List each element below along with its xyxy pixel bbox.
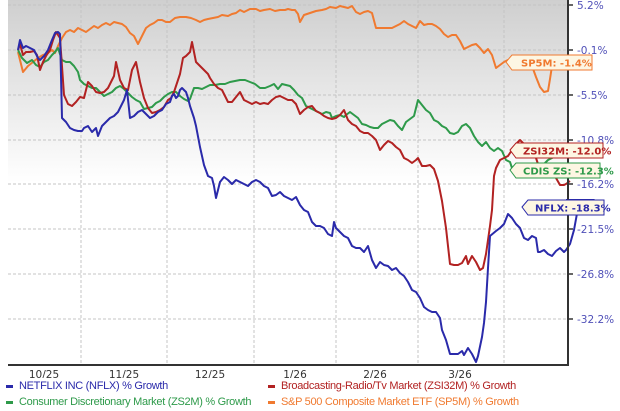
legend: NETFLIX INC (NFLX) % Growth Broadcasting… bbox=[6, 378, 616, 410]
x-tick-label: 2/26 bbox=[363, 369, 387, 378]
flag-zsi32m: ZSI32M: -12.0% bbox=[509, 142, 611, 159]
x-tick-label: 10/25 bbox=[29, 369, 59, 378]
legend-swatch-sp5m bbox=[268, 400, 275, 404]
vertical-gridlines bbox=[80, 0, 505, 365]
y-tick-label: -26.8% bbox=[577, 269, 614, 281]
legend-item-cdis: Consumer Discretionary Market (ZS2M) % G… bbox=[6, 396, 268, 408]
y-tick-label: -5.5% bbox=[577, 90, 607, 102]
legend-label-cdis: Consumer Discretionary Market (ZS2M) % G… bbox=[19, 396, 252, 408]
series-line-zsi32m bbox=[17, 31, 571, 271]
x-tick-label: 1/26 bbox=[283, 369, 307, 378]
y-tick-label: -32.2% bbox=[577, 314, 614, 326]
series-line-sp5m bbox=[17, 5, 565, 93]
legend-item-nflx: NETFLIX INC (NFLX) % Growth bbox=[6, 380, 268, 392]
legend-item-sp5m: S&P 500 Composite Market ETF (SP5M) % Gr… bbox=[268, 396, 519, 408]
legend-swatch-cdis bbox=[6, 400, 13, 404]
y-tick-label: -16.2% bbox=[577, 179, 614, 191]
x-tick-label: 11/25 bbox=[109, 369, 139, 378]
x-tick-label: 3/26 bbox=[448, 369, 472, 378]
flag-sp5m-text: SP5M: -1.4% bbox=[521, 59, 592, 70]
series-line-cdis bbox=[17, 47, 563, 177]
y-tick-label: 5.2% bbox=[577, 0, 604, 12]
x-tick-label: 12/25 bbox=[195, 369, 225, 378]
plot-area bbox=[8, 0, 568, 365]
y-tick-label: -21.5% bbox=[577, 224, 614, 236]
horizontal-gridlines bbox=[8, 4, 568, 320]
legend-label-zsi32m: Broadcasting-Radio/Tv Market (ZSI32M) % … bbox=[281, 380, 517, 392]
legend-swatch-zsi32m bbox=[268, 384, 275, 388]
legend-label-nflx: NETFLIX INC (NFLX) % Growth bbox=[19, 380, 168, 392]
line-chart: 5.2% -0.1% -5.5% -10.8% -16.2% -21.5% -2… bbox=[8, 0, 614, 378]
legend-label-sp5m: S&P 500 Composite Market ETF (SP5M) % Gr… bbox=[281, 396, 519, 408]
y-tick-label: -0.1% bbox=[577, 45, 607, 57]
flag-nflx-text: NFLX: -18.3% bbox=[535, 204, 611, 215]
flag-zsi32m-text: ZSI32M: -12.0% bbox=[523, 147, 611, 158]
y-tick-marks bbox=[568, 4, 573, 320]
x-axis-labels: 10/25 11/25 12/25 1/26 2/26 3/26 bbox=[29, 369, 472, 378]
flag-cdis: CDIS ZS: -12.3% bbox=[509, 162, 614, 179]
legend-swatch-nflx bbox=[6, 384, 13, 388]
legend-item-zsi32m: Broadcasting-Radio/Tv Market (ZSI32M) % … bbox=[268, 380, 516, 392]
flag-sp5m: SP5M: -1.4% bbox=[505, 54, 593, 71]
series-line-nflx bbox=[17, 31, 595, 363]
flag-cdis-text: CDIS ZS: -12.3% bbox=[523, 167, 614, 178]
flag-nflx: NFLX: -18.3% bbox=[521, 199, 611, 216]
